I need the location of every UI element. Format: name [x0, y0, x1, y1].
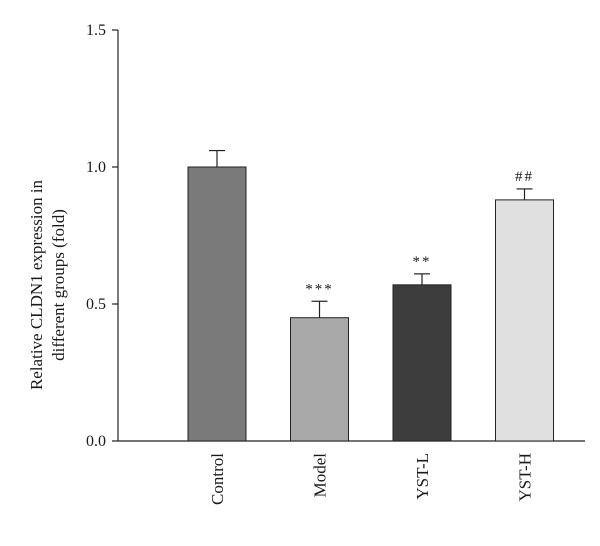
bar-yst-h [495, 199, 554, 442]
significance-markers: *****## [305, 169, 534, 297]
bars [187, 166, 554, 442]
significance-marker: *** [305, 281, 334, 297]
bar-control [187, 166, 247, 442]
bar-model [290, 317, 349, 442]
y-tick-label: 1.0 [86, 159, 106, 176]
y-axis-title-line-2: different groups (fold) [49, 209, 68, 361]
y-tick-label: 0.5 [86, 296, 106, 313]
y-tick-label: 1.5 [86, 22, 106, 39]
category-label: Control [208, 453, 227, 505]
y-axis: 0.0 0.5 1.0 1.5 [86, 22, 119, 450]
significance-marker: ** [413, 254, 432, 270]
category-label: Model [311, 453, 330, 498]
category-labels: Control Model YST-L YST-H [208, 453, 535, 505]
y-axis-title: Relative CLDN1 expression in different g… [27, 179, 68, 390]
error-bars [209, 149, 533, 318]
bar-yst-l [392, 284, 452, 442]
category-label: YST-L [413, 453, 432, 500]
significance-marker: ## [515, 169, 534, 185]
y-axis-title-line-1: Relative CLDN1 expression in [27, 179, 46, 390]
category-label: YST-H [516, 453, 535, 502]
y-tick-label: 0.0 [86, 433, 106, 450]
